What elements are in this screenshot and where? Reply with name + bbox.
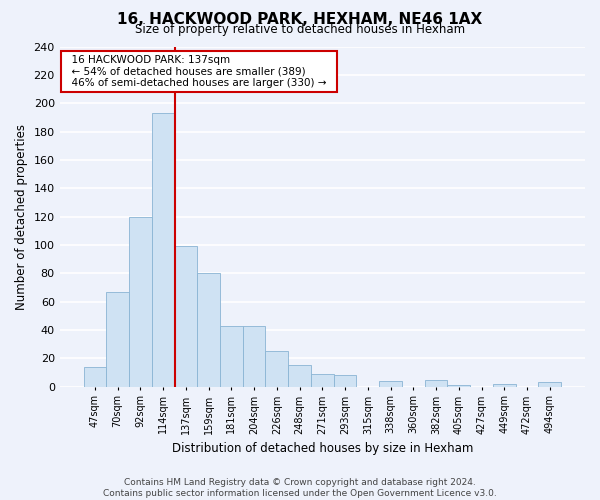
Bar	[106, 292, 129, 386]
Bar	[379, 381, 402, 386]
Bar	[265, 351, 288, 386]
X-axis label: Distribution of detached houses by size in Hexham: Distribution of detached houses by size …	[172, 442, 473, 455]
Bar	[220, 326, 243, 386]
Bar	[538, 382, 561, 386]
Text: 16 HACKWOOD PARK: 137sqm
  ← 54% of detached houses are smaller (389)
  46% of s: 16 HACKWOOD PARK: 137sqm ← 54% of detach…	[65, 55, 333, 88]
Bar	[334, 376, 356, 386]
Bar	[175, 246, 197, 386]
Bar	[243, 326, 265, 386]
Y-axis label: Number of detached properties: Number of detached properties	[15, 124, 28, 310]
Bar	[288, 366, 311, 386]
Text: Contains HM Land Registry data © Crown copyright and database right 2024.
Contai: Contains HM Land Registry data © Crown c…	[103, 478, 497, 498]
Bar	[425, 380, 448, 386]
Bar	[493, 384, 515, 386]
Bar	[129, 216, 152, 386]
Bar	[448, 385, 470, 386]
Bar	[197, 274, 220, 386]
Bar	[83, 367, 106, 386]
Text: Size of property relative to detached houses in Hexham: Size of property relative to detached ho…	[135, 22, 465, 36]
Bar	[152, 113, 175, 386]
Text: 16, HACKWOOD PARK, HEXHAM, NE46 1AX: 16, HACKWOOD PARK, HEXHAM, NE46 1AX	[118, 12, 482, 28]
Bar	[311, 374, 334, 386]
